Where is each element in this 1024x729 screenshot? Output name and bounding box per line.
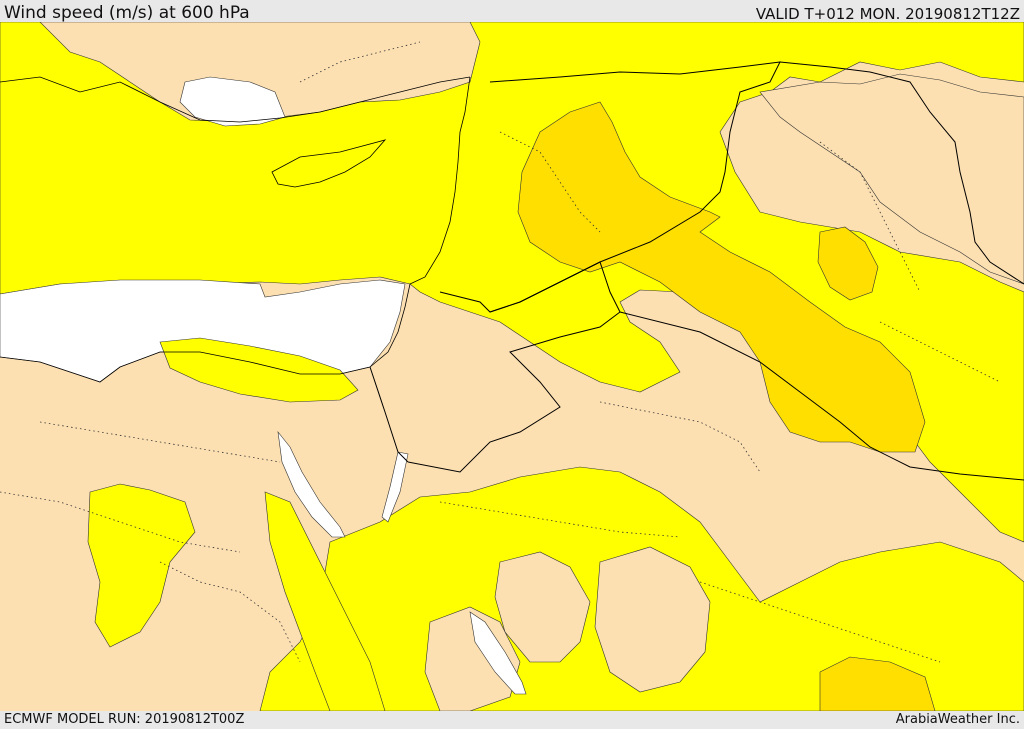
calm-region-red-sea-south [469, 611, 527, 695]
gold-region-syria-iraq [517, 101, 926, 453]
provider-label: ArabiaWeather Inc. [895, 712, 1020, 727]
footer-bar: ECMWF MODEL RUN: 20190812T00Z ArabiaWeat… [0, 711, 1024, 729]
wind-speed-map[interactable] [0, 22, 1024, 711]
coastline-levant [369, 76, 471, 368]
tan-region-turkey [39, 22, 481, 123]
tan-patch-najd [594, 546, 711, 693]
tan-patch-hejaz [494, 551, 591, 663]
tan-region-iran [759, 73, 1024, 285]
coastline-egypt [0, 351, 371, 383]
border-iraq-saudi [619, 311, 1024, 481]
yellow-region-egypt-west [87, 483, 196, 648]
yellow-region-red-sea-coast [264, 491, 386, 711]
border-iran-iraq [779, 61, 1024, 285]
calm-region-aqaba [381, 451, 409, 523]
tan-patch-southwest [424, 606, 521, 711]
calm-region-red-sea [277, 430, 346, 538]
model-run-label: ECMWF MODEL RUN: 20190812T00Z [4, 712, 245, 727]
valid-time-label: VALID T+012 MON. 20190812T12Z [755, 5, 1020, 23]
gold-region-southeast [819, 656, 936, 711]
calm-region-anatolia [179, 76, 286, 127]
cyprus-outline [271, 139, 387, 188]
gold-region-iran-patch [817, 226, 879, 301]
province-boundaries [0, 41, 1001, 663]
coastline-turkey [0, 76, 471, 123]
map-title: Wind speed (m/s) at 600 hPa [4, 3, 250, 23]
header-bar: Wind speed (m/s) at 600 hPa VALID T+012 … [0, 0, 1024, 23]
border-jordan [407, 261, 621, 473]
border-egypt-israel [369, 366, 409, 463]
